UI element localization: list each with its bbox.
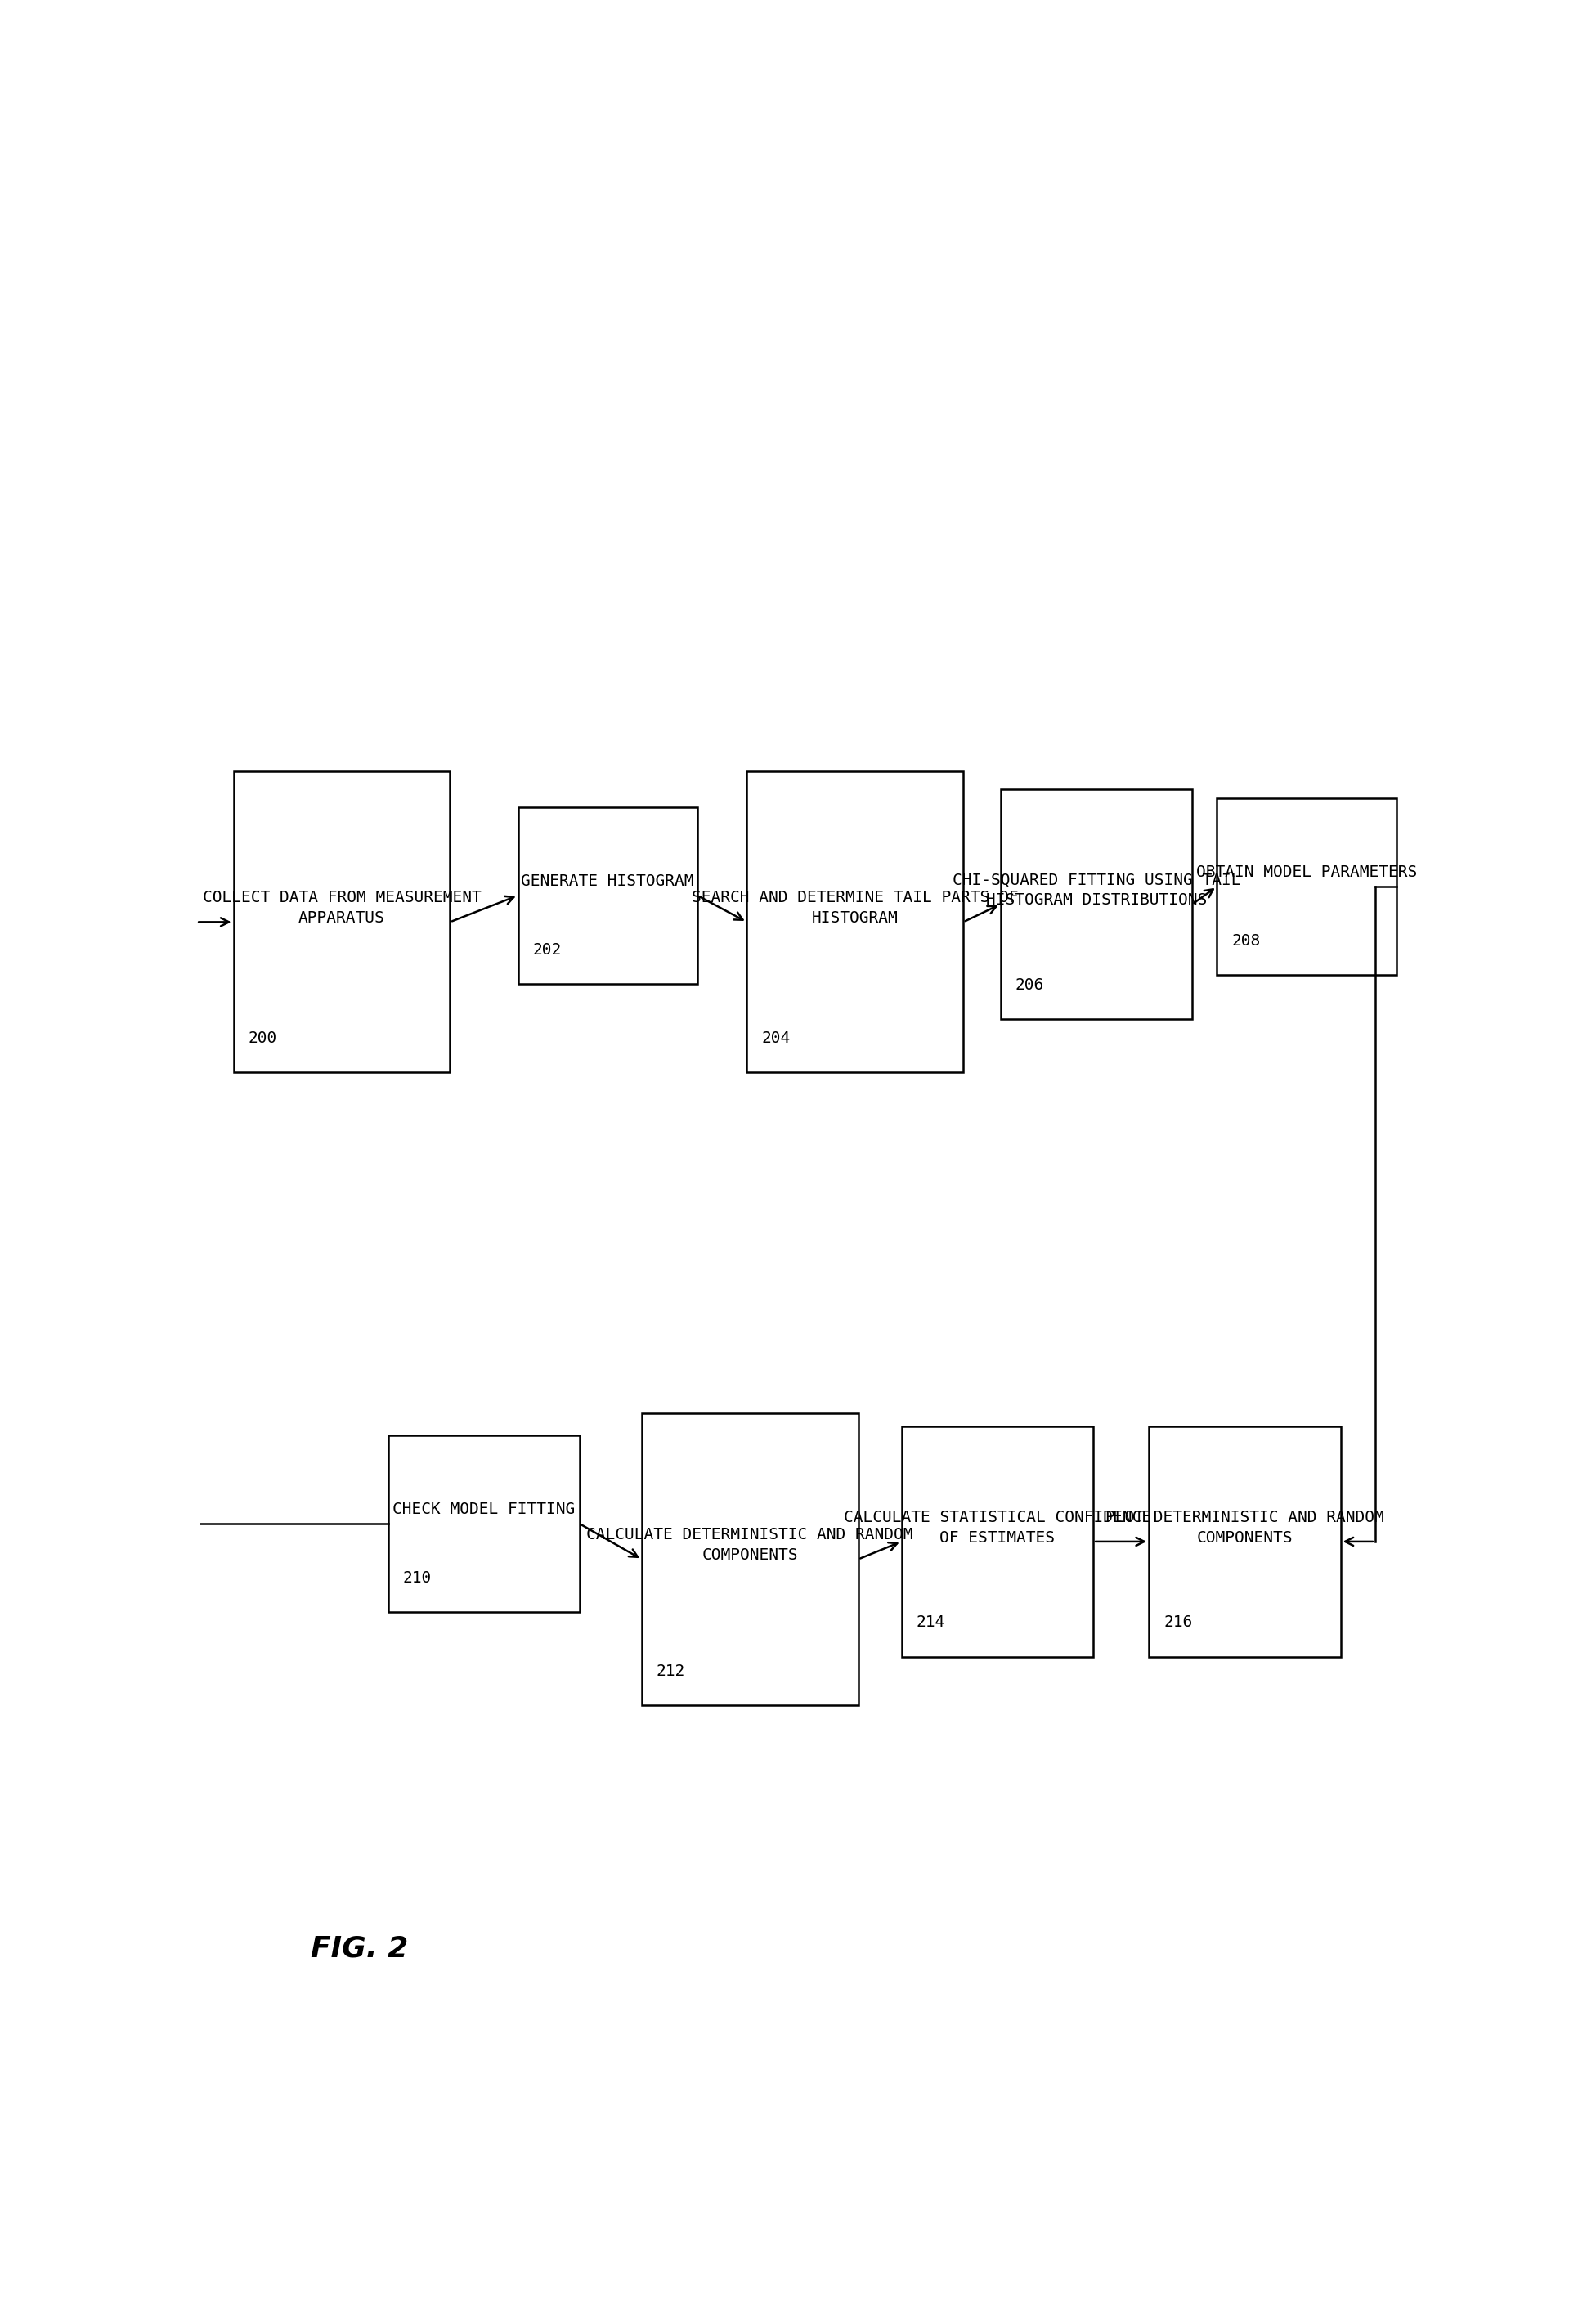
Text: 202: 202 (533, 943, 562, 956)
Text: 206: 206 (1015, 977, 1044, 993)
Bar (642, 1414, 859, 1706)
Text: SEARCH AND DETERMINE TAIL PARTS OF
HISTOGRAM: SEARCH AND DETERMINE TAIL PARTS OF HISTO… (691, 890, 1018, 926)
Text: 210: 210 (402, 1570, 433, 1586)
Bar (233, 772, 450, 1071)
Bar (747, 772, 964, 1071)
Text: FIG. 2: FIG. 2 (311, 1936, 409, 1963)
Bar (1149, 1425, 1341, 1658)
Text: 216: 216 (1163, 1614, 1192, 1630)
Text: 208: 208 (1232, 933, 1261, 949)
Text: CALCULATE DETERMINISTIC AND RANDOM
COMPONENTS: CALCULATE DETERMINISTIC AND RANDOM COMPO… (587, 1527, 913, 1563)
Text: 204: 204 (761, 1030, 790, 1046)
Text: CHI-SQUARED FITTING USING TAIL
HISTOGRAM DISTRIBUTIONS: CHI-SQUARED FITTING USING TAIL HISTOGRAM… (953, 871, 1240, 908)
Text: CHECK MODEL FITTING: CHECK MODEL FITTING (393, 1501, 575, 1517)
Text: 212: 212 (656, 1662, 685, 1678)
Text: GENERATE HISTOGRAM: GENERATE HISTOGRAM (522, 874, 694, 890)
Bar (1001, 789, 1192, 1018)
Text: COLLECT DATA FROM MEASUREMENT
APPARATUS: COLLECT DATA FROM MEASUREMENT APPARATUS (203, 890, 480, 926)
Bar (1216, 798, 1396, 975)
Text: 200: 200 (249, 1030, 278, 1046)
Bar (388, 1435, 579, 1612)
Text: 214: 214 (916, 1614, 945, 1630)
Text: OBTAIN MODEL PARAMETERS: OBTAIN MODEL PARAMETERS (1195, 864, 1417, 881)
Text: PLOT DETERMINISTIC AND RANDOM
COMPONENTS: PLOT DETERMINISTIC AND RANDOM COMPONENTS (1106, 1510, 1384, 1545)
Bar (902, 1425, 1093, 1658)
Bar (519, 807, 697, 984)
Text: CALCULATE STATISTICAL CONFIDENCE
OF ESTIMATES: CALCULATE STATISTICAL CONFIDENCE OF ESTI… (844, 1510, 1151, 1545)
